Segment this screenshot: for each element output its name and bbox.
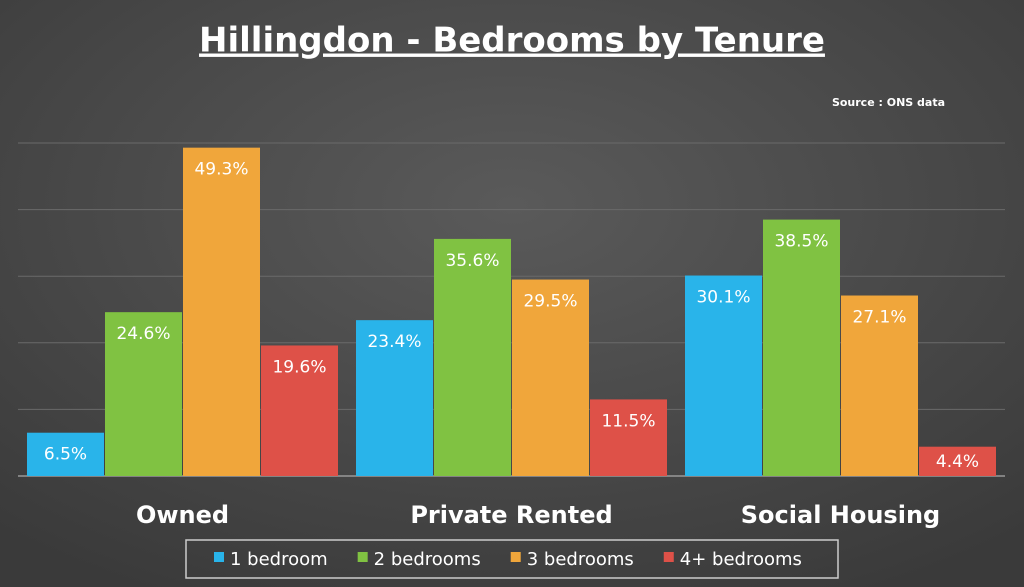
value-label: 27.1% [852,308,906,328]
legend-swatch [357,552,368,562]
value-label: 11.5% [601,411,655,431]
legend-label: 1 bedroom [230,549,328,570]
x-tick-label: Owned [136,501,229,529]
legend-box [185,539,839,579]
value-label: 38.5% [774,232,828,252]
value-label: 6.5% [44,445,87,465]
bar [105,312,182,476]
bar [919,446,996,476]
legend-label: 4+ bedrooms [680,549,802,570]
bar [763,219,840,476]
legend-swatch [214,552,224,562]
bar [27,432,104,476]
value-label: 23.4% [367,332,421,352]
value-label: 19.6% [272,357,326,377]
value-label: 4.4% [936,452,979,472]
bar [183,147,260,477]
bar [356,320,433,476]
legend-swatch [510,552,521,562]
value-label: 29.5% [523,292,577,312]
bar [261,345,338,476]
x-tick-label: Private Rented [410,501,612,529]
bar [590,399,667,476]
bar [512,279,589,476]
source-note: Source : ONS data [832,96,945,109]
legend-label: 2 bedrooms [374,549,481,570]
value-label: 24.6% [116,324,170,344]
legend-swatch [663,552,674,562]
value-label: 35.6% [445,251,499,271]
bar [685,275,762,476]
bar [434,238,511,476]
value-label: 30.1% [696,288,750,308]
chart-title: Hillingdon - Bedrooms by Tenure [199,21,825,61]
legend-label: 3 bedrooms [527,549,634,570]
bar [841,295,918,476]
x-tick-label: Social Housing [741,501,940,529]
value-label: 49.3% [194,160,248,180]
